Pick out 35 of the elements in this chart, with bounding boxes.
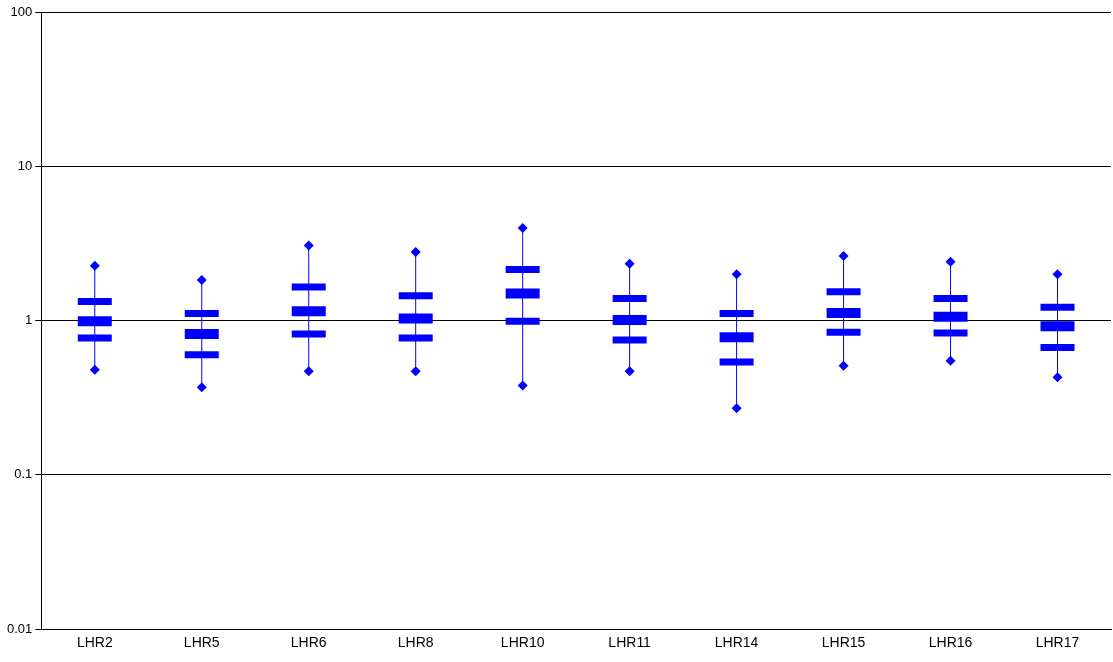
point [624,258,635,269]
y-tick-label: 10 [17,157,33,173]
point [517,380,528,391]
point [1052,372,1063,383]
y-tick-label: 0.01 [6,620,33,636]
point [838,360,849,371]
point [196,382,207,393]
x-tick-label: LHR15 [821,634,866,651]
y-tick-label: 1 [25,312,33,328]
point [731,403,742,414]
x-tick-label: LHR2 [76,634,113,651]
x-tick-label: LHR5 [183,634,220,651]
x-tick-label: LHR11 [608,634,652,651]
point [410,247,421,258]
point [624,366,635,377]
point [1052,269,1063,280]
y-tick-label: 0.1 [14,466,33,482]
x-tick-label: LHR14 [714,634,759,651]
point [89,260,100,271]
point [303,366,314,377]
point [838,251,849,262]
y-tick-label: 100 [10,3,33,19]
point [196,275,207,286]
x-tick-label: LHR17 [1035,634,1080,651]
point [89,364,100,375]
point [303,240,314,251]
x-tick-label: LHR8 [397,634,434,651]
point [517,223,528,234]
point [410,366,421,377]
point [731,269,742,280]
point [945,355,956,366]
x-tick-label: LHR10 [500,634,545,651]
point [945,256,956,267]
x-tick-label: LHR6 [290,634,327,651]
x-tick-label: LHR16 [928,634,973,651]
